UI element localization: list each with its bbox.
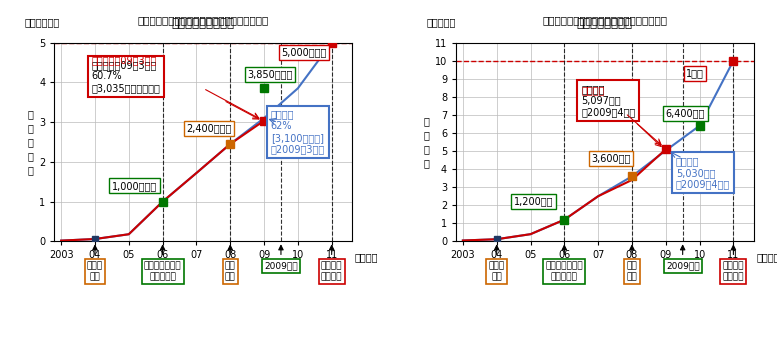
Y-axis label: 普
及
台
数: 普 及 台 数 (423, 116, 429, 168)
Text: アテネ
五輪: アテネ 五輪 (489, 261, 505, 282)
Title: 普及世帯数に関する普及目標（ロードマップ）: 普及世帯数に関する普及目標（ロードマップ） (138, 15, 269, 25)
Text: （千万台）: （千万台） (427, 17, 456, 27)
Y-axis label: 普
及
世
帯
数: 普 及 世 帯 数 (28, 109, 33, 175)
Text: 北京
五輪: 北京 五輪 (225, 261, 235, 282)
Text: 5,000万世帯: 5,000万世帯 (281, 48, 326, 58)
Text: 2009年末: 2009年末 (666, 261, 699, 270)
Text: アナログ
放送停波: アナログ 放送停波 (321, 261, 343, 282)
Text: 2,400万世帯: 2,400万世帯 (186, 123, 232, 133)
Text: 3,600万台: 3,600万台 (591, 153, 631, 163)
Text: 世帯数の目標と実績: 世帯数の目標と実績 (172, 17, 235, 30)
Text: 台数の目標と実績: 台数の目標と実績 (577, 17, 633, 30)
Text: ワールドカップ
ドイツ大会: ワールドカップ ドイツ大会 (545, 261, 583, 282)
Text: 1,000万世帯: 1,000万世帯 (112, 181, 157, 191)
Text: 普及実績
5,097万台
（2009年4月）: 普及実績 5,097万台 （2009年4月） (581, 84, 636, 117)
Text: 調査結果（09年3月）
60.7%
［3,035万世帯相当］: 調査結果（09年3月） 60.7% ［3,035万世帯相当］ (92, 60, 161, 93)
Text: （暦年）: （暦年） (355, 252, 378, 262)
Text: 普及目標
62%
[3,100万世帯]
（2009年3月）: 普及目標 62% [3,100万世帯] （2009年3月） (271, 110, 325, 154)
Text: 1,200万台: 1,200万台 (514, 197, 553, 207)
Text: 調査結果（09年3月）: 調査結果（09年3月） (92, 55, 157, 65)
Text: 2009年末: 2009年末 (264, 261, 298, 270)
Text: ワールドカップ
ドイツ大会: ワールドカップ ドイツ大会 (144, 261, 181, 282)
Text: 北京
五輪: 北京 五輪 (626, 261, 637, 282)
Text: 普及目標
5,030万台
（2009年4月）: 普及目標 5,030万台 （2009年4月） (676, 156, 730, 189)
Text: 1億台: 1億台 (686, 68, 704, 78)
Title: 普及台数に関する普及目標（ロードマップ）: 普及台数に関する普及目標（ロードマップ） (542, 15, 667, 25)
Text: （暦年）: （暦年） (757, 252, 777, 262)
Text: 6,400万台: 6,400万台 (666, 108, 706, 118)
Text: アナログ
放送停波: アナログ 放送停波 (723, 261, 744, 282)
Text: アテネ
五輪: アテネ 五輪 (87, 261, 103, 282)
Text: 普及実績: 普及実績 (581, 86, 605, 95)
Text: 3,850万世帯: 3,850万世帯 (247, 70, 292, 80)
Text: （千万世帯）: （千万世帯） (25, 17, 60, 27)
